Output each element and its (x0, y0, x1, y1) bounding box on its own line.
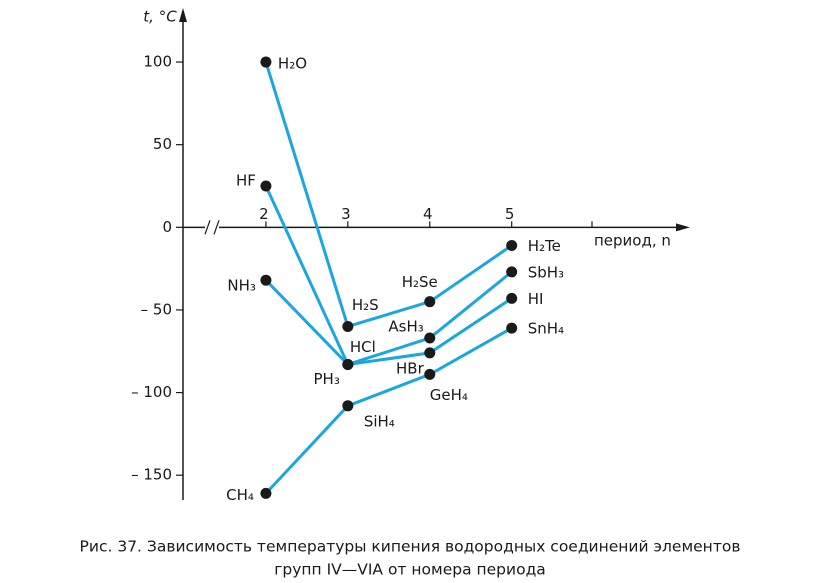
data-point (260, 56, 272, 68)
data-point (260, 274, 272, 286)
y-tick-label: – 150 (131, 466, 172, 484)
data-point (506, 266, 518, 278)
point-label: H₂O (278, 55, 307, 73)
x-tick-label: 2 (259, 205, 269, 223)
data-point (506, 322, 518, 334)
point-label: HBr (396, 359, 425, 377)
y-tick-label: 100 (143, 53, 172, 71)
data-point (342, 358, 354, 370)
point-label: GeH₄ (430, 386, 468, 404)
y-axis-label: t, °C (143, 8, 177, 26)
y-tick-label: – 100 (131, 383, 172, 401)
data-point (424, 347, 436, 359)
point-label: HF (236, 172, 256, 190)
point-label: SiH₄ (364, 412, 395, 430)
x-tick-label: 4 (423, 205, 433, 223)
axis-break (204, 220, 211, 235)
point-label: HCl (350, 338, 376, 356)
series-line (264, 270, 513, 367)
data-point (342, 320, 354, 332)
point-label: H₂Se (402, 273, 438, 291)
data-point (260, 487, 272, 499)
data-point (506, 239, 518, 251)
point-label: NH₃ (227, 277, 256, 295)
y-axis-arrow (179, 8, 187, 22)
x-tick-label: 3 (341, 205, 351, 223)
point-label: H₂Te (528, 237, 561, 255)
data-point (342, 400, 354, 412)
series-line (264, 185, 513, 367)
x-tick-label: 5 (505, 205, 515, 223)
x-axis-label: период, n (594, 232, 671, 250)
point-label: SnH₄ (528, 320, 564, 338)
caption: групп IV—VIA от номера периода (274, 561, 546, 579)
series-line (264, 61, 513, 329)
point-label: H₂S (352, 296, 379, 314)
y-tick-label: 50 (153, 135, 172, 153)
point-label: SbH₃ (528, 263, 564, 281)
data-point (424, 368, 436, 380)
data-point (424, 332, 436, 344)
axis-break (213, 220, 220, 235)
point-label: AsH₃ (388, 318, 423, 336)
data-point (506, 292, 518, 304)
series-line (264, 326, 513, 495)
y-tick-label: 0 (162, 218, 172, 236)
point-label: HI (528, 290, 544, 308)
point-label: CH₄ (226, 486, 254, 504)
y-tick-label: – 50 (141, 300, 172, 318)
x-axis-arrow (676, 223, 690, 232)
point-label: PH₃ (314, 370, 340, 388)
data-point (424, 296, 436, 308)
caption: Рис. 37. Зависимость температуры кипения… (80, 538, 741, 556)
data-point (260, 180, 272, 192)
